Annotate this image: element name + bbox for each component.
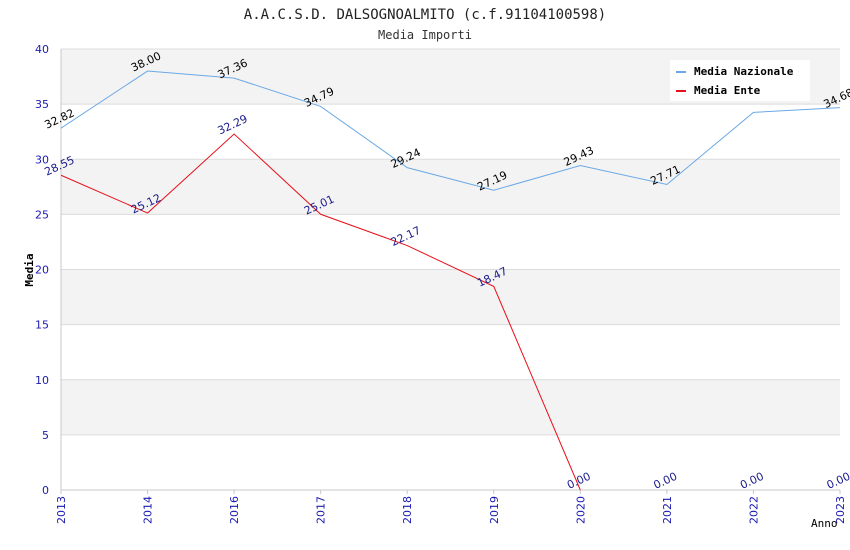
plot-band [61,434,840,490]
y-tick-label: 15 [35,319,49,332]
y-tick-label: 10 [35,374,49,387]
plot-band [61,269,840,325]
x-tick-label: 2017 [315,496,328,524]
x-axis-title: Anno [811,517,838,530]
y-tick-label: 20 [35,264,49,277]
legend: Media Nazionale Media Ente [670,60,810,101]
legend-label-media-ente: Media Ente [694,84,761,97]
x-tick-label: 2022 [747,496,760,524]
y-tick-label: 30 [35,153,49,166]
plot-band [61,324,840,380]
x-tick-label: 2023 [834,496,847,524]
series-line-media-ente [60,133,581,491]
chart-title: A.A.C.S.D. DALSOGNOALMITO (c.f.911041005… [244,7,606,23]
y-tick-label: 5 [42,429,49,442]
plot-band [61,214,840,270]
x-tick-label: 2014 [142,496,155,524]
y-tick-label: 35 [35,98,49,111]
legend-label-media-nazionale: Media Nazionale [694,65,794,78]
plot-band [61,159,840,215]
plot-bands [61,49,840,490]
y-axis-title: Media [23,253,36,286]
x-tick-labels: 2013 2014 2016 2017 2018 2019 2020 2021 2022 2023 [55,490,847,524]
x-tick-label: 2016 [228,496,241,524]
y-tick-label: 0 [42,484,49,497]
series-lines [60,70,841,491]
plot-band [61,104,840,160]
x-tick-label: 2013 [55,496,68,524]
x-tick-label: 2019 [488,496,501,524]
chart-subtitle: Media Importi [378,28,472,42]
x-tick-label: 2020 [574,496,587,524]
y-tick-labels: 0 5 10 15 20 25 30 35 40 [35,43,49,497]
y-tick-label: 25 [35,208,49,221]
x-tick-label: 2018 [401,496,414,524]
x-tick-label: 2021 [661,496,674,524]
plot-band [61,379,840,435]
legend-box [670,60,810,101]
series-line-media-nazionale [60,70,841,191]
y-tick-label: 40 [35,43,49,56]
